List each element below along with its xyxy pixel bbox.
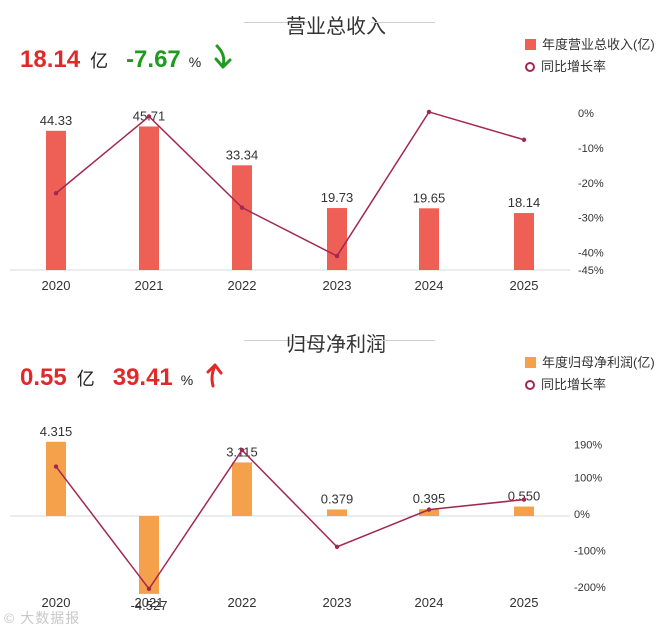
title-divider — [244, 340, 308, 341]
yoy-line — [55, 448, 525, 591]
x-tick-label: 2021 — [135, 595, 164, 610]
x-tick-label: 2020 — [42, 278, 71, 293]
right-axis-tick: -200% — [574, 582, 606, 594]
right-axis-tick: -40% — [578, 248, 604, 260]
yoy-point — [426, 109, 432, 115]
legend-item-revenue[interactable]: 年度营业总收入(亿) — [525, 34, 655, 56]
yoy-point — [239, 205, 245, 210]
legend-item-yoy[interactable]: 同比增长率 — [525, 56, 655, 78]
title-divider — [244, 22, 308, 23]
x-tick-label: 2022 — [228, 595, 257, 610]
right-axis-tick: -10% — [578, 143, 604, 155]
profit-headline-change-unit: % — [180, 372, 194, 388]
revenue-panel: 44.3345.7133.3419.7319.6518.142020202120… — [0, 0, 672, 310]
arrow-up-icon — [206, 363, 223, 388]
profit-chart-title: 归母净利润 — [286, 334, 386, 356]
revenue-chart: 44.3345.7133.3419.7319.6518.142020202120… — [10, 108, 604, 293]
revenue-headline-value: 18.14 — [20, 46, 81, 73]
bar — [514, 213, 534, 270]
yoy-point — [53, 464, 59, 469]
yoy-line — [55, 111, 525, 258]
revenue-headline-unit: 亿 — [90, 51, 109, 71]
x-tick-label: 2020 — [42, 595, 71, 610]
x-tick-label: 2024 — [415, 595, 444, 610]
yoy-point — [146, 586, 152, 592]
circle-marker-icon — [525, 380, 535, 390]
right-axis-tick: 100% — [574, 472, 602, 484]
bar-value-label: -4.527 — [131, 598, 168, 613]
bar — [327, 509, 347, 516]
x-tick-label: 2024 — [415, 278, 444, 293]
bar — [419, 208, 439, 270]
bar — [46, 441, 66, 516]
profit-headline-unit: 亿 — [76, 369, 95, 389]
bar-value-label: 19.65 — [413, 190, 446, 205]
profit-panel: 4.315-4.5273.1150.3790.3950.550202020212… — [0, 318, 672, 633]
arrow-down-icon — [214, 44, 232, 69]
profit-legend: 年度归母净利润(亿) 同比增长率 — [525, 352, 655, 396]
legend-item-profit[interactable]: 年度归母净利润(亿) — [525, 352, 655, 374]
x-tick-label: 2025 — [510, 278, 539, 293]
bar — [139, 516, 159, 594]
bar — [46, 130, 66, 270]
yoy-point — [146, 114, 152, 119]
legend-label: 年度归母净利润(亿) — [542, 355, 655, 370]
x-tick-label: 2025 — [510, 595, 539, 610]
revenue-headline: 18.14 亿 -7.67% — [20, 44, 233, 78]
right-axis-tick: -100% — [574, 546, 606, 558]
yoy-point — [426, 507, 432, 512]
title-divider — [371, 340, 435, 341]
bar-value-label: 0.379 — [321, 491, 354, 506]
right-axis-tick: 190% — [574, 440, 602, 452]
bar — [514, 506, 534, 516]
circle-marker-icon — [525, 62, 535, 72]
revenue-title-row: 营业总收入 — [0, 8, 672, 38]
right-axis-tick: 0% — [574, 509, 590, 521]
title-divider — [371, 22, 435, 23]
x-tick-label: 2023 — [323, 278, 352, 293]
legend-label: 同比增长率 — [541, 377, 607, 392]
yoy-point — [53, 191, 59, 196]
bar-value-label: 4.315 — [40, 424, 73, 439]
yoy-point — [521, 497, 527, 502]
yoy-point — [334, 253, 340, 259]
profit-headline-change: 39.41 — [112, 364, 173, 391]
bar-value-label: 33.34 — [226, 147, 259, 162]
bar-swatch-icon — [525, 357, 536, 368]
bar — [327, 208, 347, 270]
revenue-headline-change-unit: % — [188, 54, 202, 70]
legend-label: 年度营业总收入(亿) — [542, 37, 655, 52]
legend-label: 同比增长率 — [541, 59, 607, 74]
yoy-point — [239, 447, 245, 453]
right-axis-tick: -20% — [578, 178, 604, 190]
bar-swatch-icon — [525, 39, 536, 50]
bar — [232, 165, 252, 270]
bar — [232, 462, 252, 516]
right-axis-tick: -30% — [578, 213, 604, 225]
yoy-point — [521, 137, 527, 142]
revenue-headline-change: -7.67 — [126, 46, 181, 73]
x-tick-label: 2022 — [228, 278, 257, 293]
right-axis-tick: -45% — [578, 265, 604, 277]
profit-chart: 4.315-4.5273.1150.3790.3950.550202020212… — [10, 424, 606, 613]
bar-value-label: 19.73 — [321, 190, 354, 205]
bar — [419, 509, 439, 516]
x-tick-label: 2023 — [323, 595, 352, 610]
profit-title-row: 归母净利润 — [0, 326, 672, 356]
bar-value-label: 0.395 — [413, 491, 446, 506]
bar — [139, 126, 159, 270]
bar-value-label: 18.14 — [508, 195, 541, 210]
right-axis-tick: 0% — [578, 108, 594, 120]
revenue-chart-title: 营业总收入 — [286, 16, 386, 38]
yoy-point — [334, 544, 340, 550]
x-tick-label: 2021 — [135, 278, 164, 293]
revenue-legend: 年度营业总收入(亿) 同比增长率 — [525, 34, 655, 78]
watermark: © 大数据报 — [4, 610, 81, 626]
bar-value-label: 44.33 — [40, 113, 73, 128]
profit-headline-value: 0.55 — [20, 364, 67, 391]
legend-item-yoy[interactable]: 同比增长率 — [525, 374, 655, 396]
profit-headline: 0.55 亿 39.41% — [20, 362, 225, 396]
